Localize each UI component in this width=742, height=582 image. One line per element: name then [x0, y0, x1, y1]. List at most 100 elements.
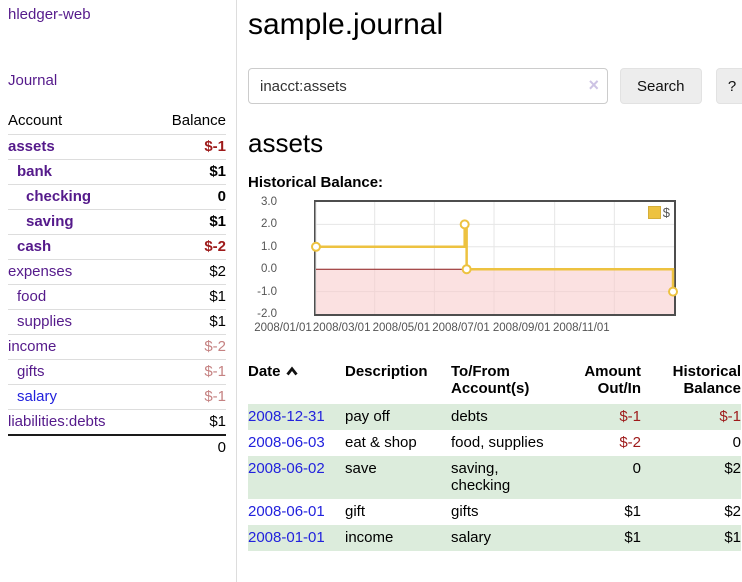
search-input[interactable]: [248, 68, 608, 104]
register-balance-cell: $-1: [719, 408, 741, 425]
help-button[interactable]: ?: [715, 68, 742, 104]
account-row: bank $1: [8, 159, 226, 185]
accounts-table: Account Balance assets $-1 bank $1 checking 0…: [8, 110, 226, 460]
account-link[interactable]: saving: [26, 213, 74, 230]
register-amount-cell: $1: [624, 503, 641, 520]
register-accounts-cell: gifts: [451, 503, 479, 520]
account-row: cash $-2: [8, 234, 226, 260]
nav-journal-link[interactable]: Journal: [8, 72, 58, 89]
y-axis-tick-label: -1.0: [257, 285, 277, 298]
y-axis-tick-label: 3.0: [261, 196, 277, 208]
search-row: × Search ?: [248, 68, 742, 104]
account-row: assets $-1: [8, 134, 226, 160]
account-link[interactable]: food: [17, 288, 47, 305]
register-amount-cell: 0: [632, 460, 641, 477]
account-heading: assets: [248, 128, 324, 158]
register-date-cell: 2008-12-31: [248, 404, 345, 430]
register-description-cell: save: [345, 460, 377, 477]
y-axis-tick-label: 1.0: [261, 240, 277, 253]
col-header-date[interactable]: Date: [248, 363, 345, 404]
chart-plot-area: $: [311, 200, 679, 316]
account-link[interactable]: salary: [17, 388, 58, 405]
account-balance: $-2: [204, 338, 226, 355]
account-row: expenses $2: [8, 259, 226, 285]
account-balance: $-1: [204, 388, 226, 405]
chart-legend: $: [646, 205, 671, 220]
account-balance: $-2: [204, 238, 226, 255]
date-link[interactable]: 2008-06-03: [248, 434, 325, 451]
account-row: liabilities:debts $1: [8, 409, 226, 436]
page-title: sample.journal: [248, 8, 444, 41]
register-row[interactable]: 2008-01-01 income salary $1 $1: [248, 525, 741, 551]
date-link[interactable]: 2008-06-02: [248, 460, 325, 477]
account-balance: $1: [209, 413, 226, 430]
x-axis-tick-label: 2008/07/01: [432, 321, 490, 335]
date-link[interactable]: 2008-06-01: [248, 503, 325, 520]
x-axis-tick-label: 2008/11/01: [552, 321, 610, 335]
account-link[interactable]: gifts: [17, 363, 45, 380]
y-axis-tick-label: 2.0: [261, 218, 277, 231]
register-date-cell: 2008-06-03: [248, 430, 345, 456]
col-header-description: Description: [345, 363, 428, 380]
date-link[interactable]: 2008-01-01: [248, 529, 325, 546]
account-link[interactable]: income: [8, 338, 57, 355]
register-accounts-cell: saving, checking: [451, 460, 511, 494]
y-axis-tick-label: 0.0: [261, 263, 277, 276]
account-balance: $-1: [204, 138, 226, 155]
register-accounts-cell: salary: [451, 529, 492, 546]
account-balance: $1: [209, 213, 226, 230]
register-amount-cell: $-1: [619, 408, 641, 425]
account-balance: 0: [217, 188, 226, 205]
col-header-amount: Amount Out/In: [584, 363, 641, 397]
account-balance: $2: [209, 263, 226, 280]
account-row: saving $1: [8, 209, 226, 235]
register-date-cell: 2008-06-01: [248, 499, 345, 525]
account-row: checking 0: [8, 184, 226, 210]
account-balance: $1: [209, 313, 226, 330]
register-balance-cell: 0: [732, 434, 741, 451]
legend-swatch-icon: [647, 206, 661, 219]
register-amount-cell: $1: [624, 529, 641, 546]
register-accounts-cell: debts: [451, 408, 488, 425]
main-content: sample.journal × Search ? assets Histori…: [237, 0, 742, 582]
account-link[interactable]: supplies: [17, 313, 73, 330]
account-link[interactable]: checking: [26, 188, 92, 205]
accounts-header-account: Account: [8, 112, 63, 129]
search-button[interactable]: Search: [620, 68, 702, 104]
x-axis-tick-label: 2008/03/01: [312, 321, 371, 335]
sidebar: hledger-web Journal Account Balance asse…: [0, 0, 237, 582]
account-balance: $1: [209, 288, 226, 305]
account-link[interactable]: expenses: [8, 263, 73, 280]
x-axis-tick-label: 2008/09/01: [492, 321, 551, 335]
clear-search-icon[interactable]: ×: [588, 75, 599, 95]
register-balance-cell: $2: [724, 460, 741, 477]
register-amount-cell: $-2: [619, 434, 641, 451]
account-row: supplies $1: [8, 309, 226, 335]
register-row[interactable]: 2008-06-02 save saving, checking 0 $2: [248, 456, 741, 499]
register-table: Date Description To/From Account(s) Amou…: [248, 363, 741, 551]
y-axis-tick-label: -2.0: [257, 308, 277, 320]
account-link[interactable]: liabilities:debts: [8, 413, 106, 430]
date-link[interactable]: 2008-12-31: [248, 408, 325, 425]
account-balance: $-1: [204, 363, 226, 380]
register-description-cell: income: [345, 529, 394, 546]
account-link[interactable]: assets: [8, 138, 55, 155]
account-row: gifts $-1: [8, 359, 226, 385]
accounts-total-value: 0: [217, 439, 226, 456]
account-row: salary $-1: [8, 384, 226, 410]
register-row[interactable]: 2008-12-31 pay off debts $-1 $-1: [248, 404, 741, 430]
account-balance: $1: [209, 163, 226, 180]
register-row[interactable]: 2008-06-01 gift gifts $1 $2: [248, 499, 741, 525]
col-header-accounts: To/From Account(s): [451, 363, 530, 397]
register-description-cell: eat & shop: [345, 434, 417, 451]
account-link[interactable]: cash: [17, 238, 52, 255]
legend-label: $: [662, 205, 670, 220]
register-balance-cell: $2: [724, 503, 741, 520]
accounts-header-balance: Balance: [171, 112, 226, 129]
account-row: income $-2: [8, 334, 226, 360]
account-link[interactable]: bank: [17, 163, 53, 180]
app-brand-link[interactable]: hledger-web: [8, 6, 91, 23]
register-row[interactable]: 2008-06-03 eat & shop food, supplies $-2 0: [248, 430, 741, 456]
x-axis-tick-label: 2008/05/01: [372, 321, 431, 335]
account-row: food $1: [8, 284, 226, 310]
